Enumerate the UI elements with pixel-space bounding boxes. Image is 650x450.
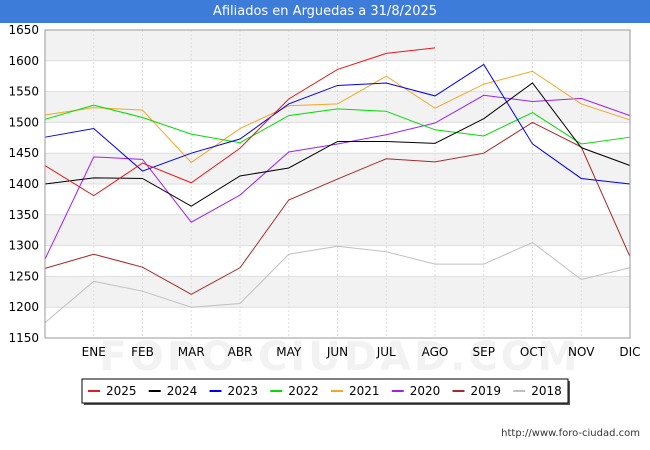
y-tick-label: 1300 [8, 239, 39, 253]
x-tick-label: ENE [82, 345, 106, 359]
x-tick-label: JUN [326, 345, 348, 359]
legend-label-2025: 2025 [106, 384, 137, 398]
y-tick-label: 1250 [8, 269, 39, 283]
series-line-2022 [44, 104, 631, 145]
legend-label-2023: 2023 [228, 384, 259, 398]
watermark: FORO-CIUDAD.COM [100, 334, 581, 380]
series-line-2023 [44, 63, 631, 185]
y-tick-label: 1200 [8, 300, 39, 314]
x-tick-label: NOV [568, 345, 595, 359]
series-line-2024 [44, 82, 631, 207]
legend-label-2019: 2019 [471, 384, 502, 398]
x-tick-label: SEP [473, 345, 495, 359]
legend-label-2021: 2021 [349, 384, 380, 398]
plot-frame [44, 29, 631, 339]
footer-url: http://www.foro-ciudad.com [501, 428, 640, 439]
x-tick-label: FEB [131, 345, 154, 359]
y-tick-label: 1400 [8, 177, 39, 191]
x-tick-label: OCT [520, 345, 546, 359]
series-line-2019 [44, 121, 631, 295]
legend-label-2018: 2018 [531, 384, 562, 398]
y-tick-label: 1600 [8, 54, 39, 68]
series-line-2021 [44, 70, 631, 164]
legend-label-2020: 2020 [410, 384, 441, 398]
y-tick-label: 1550 [8, 85, 39, 99]
x-tick-label: MAR [178, 345, 205, 359]
y-tick-label: 1500 [8, 115, 39, 129]
legend-label-2024: 2024 [167, 384, 198, 398]
y-tick-label: 1650 [8, 23, 39, 37]
legend-box [81, 378, 569, 404]
x-tick-label: DIC [619, 345, 640, 359]
chart-title: Afiliados en Arguedas a 31/8/2025 [0, 0, 650, 23]
series-line-2018 [44, 241, 631, 323]
y-tick-label: 1150 [8, 331, 39, 345]
x-tick-label: JUL [376, 345, 396, 359]
series-line-2025 [44, 47, 436, 197]
series-line-2020 [44, 94, 631, 260]
x-tick-label: AGO [422, 345, 449, 359]
legend-label-2022: 2022 [288, 384, 319, 398]
x-tick-label: MAY [276, 345, 302, 359]
y-tick-label: 1450 [8, 146, 39, 160]
x-tick-label: ABR [228, 345, 253, 359]
y-tick-label: 1350 [8, 208, 39, 222]
